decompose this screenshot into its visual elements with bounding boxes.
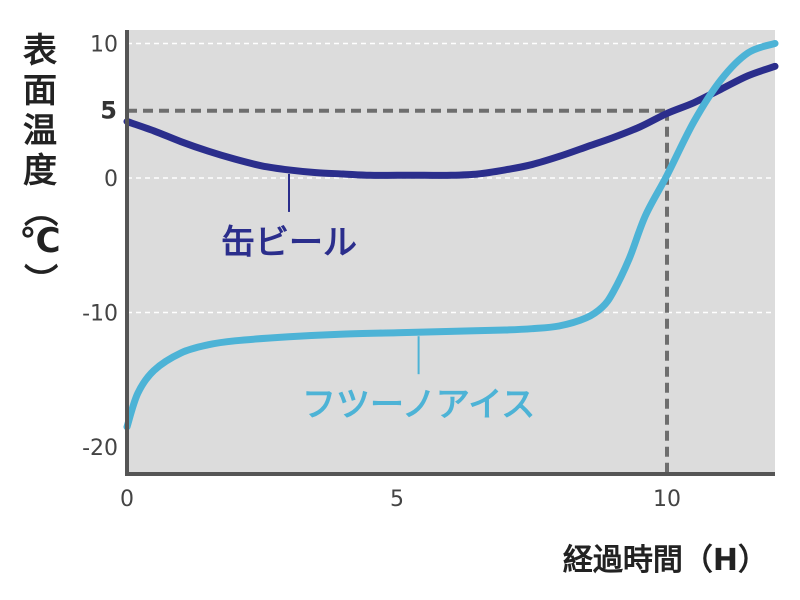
reference-lines: [127, 108, 669, 474]
y-tick-label: 0: [104, 167, 118, 192]
y-axis-title-char: 度: [23, 151, 57, 191]
y-tick-label: -20: [82, 436, 118, 461]
y-axis-title-char: 面: [23, 71, 57, 111]
series-line-beer-can: [123, 62, 779, 179]
y-tick-label: 5: [100, 97, 117, 125]
y-axis-title-char: 表: [23, 31, 57, 71]
x-tick-label: 5: [390, 487, 404, 512]
y-axis-title-char: （: [19, 193, 59, 227]
x-tick-labels: 0 5 10: [120, 487, 681, 512]
y-axis-title-char: 温: [23, 111, 57, 151]
y-tick-label: 10: [90, 32, 118, 57]
x-axis-title: 経過時間（H）: [563, 543, 768, 578]
y-axis-title-char: ）: [19, 263, 59, 297]
y-tick-label: -10: [82, 302, 118, 327]
series-line-ice-cream: [123, 39, 779, 431]
series-label-ice-cream: フツーノアイス: [302, 385, 535, 425]
x-tick-label: 10: [653, 487, 681, 512]
series-label-beer-can: 缶ビール: [221, 223, 357, 263]
y-tick-labels: 10 5 0 -10 -20: [82, 32, 118, 461]
y-axis-title-char: ℃: [19, 221, 60, 261]
x-tick-label: 0: [120, 487, 134, 512]
